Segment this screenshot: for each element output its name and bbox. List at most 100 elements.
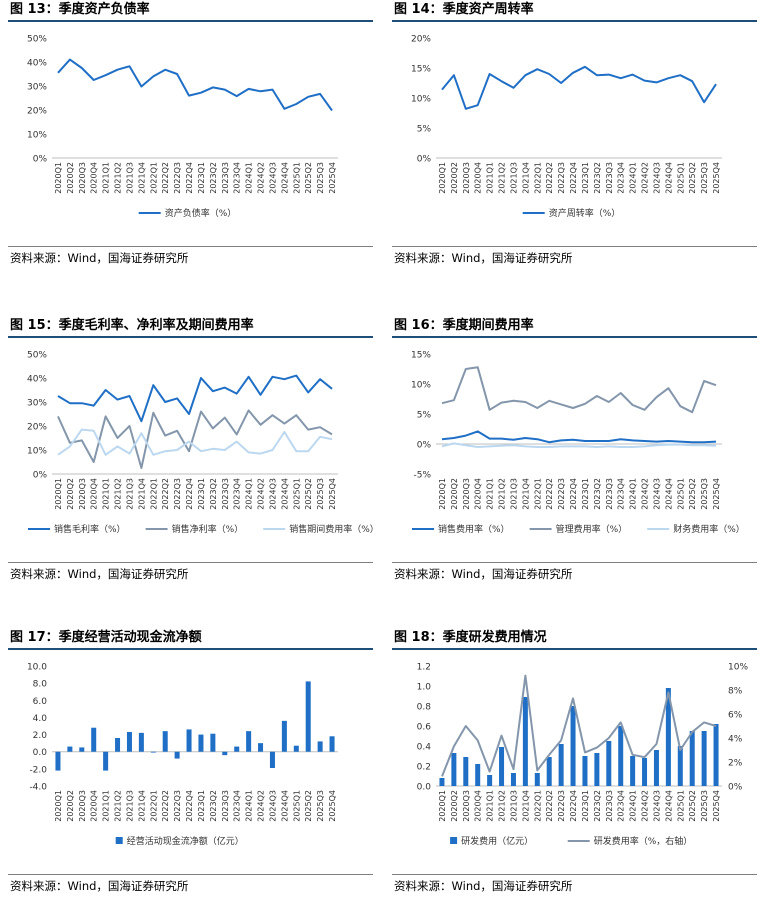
x-tick-label: 2025Q1: [676, 790, 685, 822]
chart-fig15: 0% 10% 20% 30% 40% 50% 2020Q1 2020Q2 2020Q3 2020Q…: [27, 351, 379, 536]
x-tick-label: 2022Q3: [173, 162, 182, 194]
x-tick-label: 2021Q3: [509, 790, 518, 822]
x-tick-label: 2023Q4: [617, 478, 626, 510]
y-tick-label: 0%: [33, 155, 48, 165]
x-tick-label: 2024Q2: [257, 478, 266, 510]
x-tick-label: 2020Q2: [66, 478, 75, 510]
legend-label: 资产负债率（%）: [165, 207, 237, 219]
bar: [534, 773, 540, 786]
x-tick-label: 2024Q3: [652, 478, 661, 510]
legend-label: 资产周转率（%）: [549, 207, 621, 219]
y-tick-label: 5%: [417, 411, 432, 421]
bar: [258, 743, 264, 752]
x-tick-label: 2024Q4: [664, 790, 673, 822]
series-line: [441, 442, 717, 448]
x-tick-label: 2022Q3: [173, 478, 182, 510]
x-tick-label: 2023Q2: [593, 790, 602, 822]
x-tick-label: 2024Q2: [641, 478, 650, 510]
x-tick-label: 2020Q4: [90, 162, 99, 194]
series-line: [441, 65, 717, 110]
source-note: 资料来源：Wind，国海证券研究所: [8, 874, 373, 894]
bar: [210, 733, 216, 752]
x-tick-label: 2020Q3: [462, 162, 471, 194]
bar: [222, 751, 228, 756]
legend-label: 销售净利率（%）: [172, 523, 244, 535]
x-tick-label: 2024Q1: [245, 162, 254, 194]
y-tick-label: -4.0: [29, 783, 47, 793]
x-tick-label: 2023Q1: [581, 790, 590, 822]
x-tick-label: 2024Q3: [652, 162, 661, 194]
source-note: 资料来源：Wind，国海证券研究所: [392, 246, 757, 266]
x-tick-label: 2024Q1: [245, 478, 254, 510]
x-tick-label: 2021Q3: [509, 162, 518, 194]
bar: [174, 751, 180, 759]
source-note: 资料来源：Wind，国海证券研究所: [8, 246, 373, 266]
bar: [329, 736, 335, 752]
chart-title: 图 17：季度经营活动现金流净额: [8, 628, 373, 650]
x-tick-label: 2021Q3: [125, 790, 134, 822]
x-tick-label: 2024Q4: [664, 478, 673, 510]
x-tick-label: 2022Q4: [569, 790, 578, 822]
bar: [317, 741, 323, 752]
bar: [293, 745, 299, 752]
series-line: [441, 430, 717, 444]
x-tick-label: 2021Q4: [137, 478, 146, 510]
y-tick-label: 1.2: [417, 663, 431, 673]
bar: [475, 764, 481, 786]
y-tick-label: 20%: [411, 35, 431, 45]
x-tick-label: 2024Q3: [268, 478, 277, 510]
legend-label: 销售期间费用率（%）: [289, 523, 379, 535]
bar: [546, 757, 552, 786]
x-tick-label: 2020Q2: [66, 790, 75, 822]
bar: [582, 756, 588, 786]
y-tick-label: 10%: [411, 95, 431, 105]
y-tick-label: 10.0: [27, 663, 47, 673]
x-tick-label: 2023Q4: [233, 162, 242, 194]
y-tick-label: 40%: [27, 59, 47, 69]
bar: [451, 753, 457, 786]
x-tick-label: 2020Q1: [438, 162, 447, 194]
x-tick-label: 2025Q2: [688, 162, 697, 194]
x-tick-label: 2025Q3: [316, 162, 325, 194]
chart-title: 图 14：季度资产周转率: [392, 0, 757, 22]
series-line: [57, 58, 333, 112]
x-tick-label: 2023Q3: [221, 790, 230, 822]
y-tick-label: 0.6: [417, 723, 432, 733]
x-tick-label: 2023Q3: [221, 162, 230, 194]
x-tick-label: 2025Q3: [316, 478, 325, 510]
y-tick-label: 0.2: [417, 763, 431, 773]
series-line: [441, 366, 717, 414]
x-tick-label: 2020Q1: [54, 478, 63, 510]
x-tick-label: 2021Q2: [114, 478, 123, 510]
bar: [522, 697, 528, 786]
y-tick-label: 30%: [27, 83, 47, 93]
legend-label: 研发费用率（%，右轴）: [594, 835, 693, 847]
x-tick-label: 2025Q3: [316, 790, 325, 822]
x-tick-label: 2025Q2: [304, 478, 313, 510]
legend-swatch: [450, 837, 458, 844]
x-tick-label: 2025Q2: [304, 162, 313, 194]
bar: [305, 681, 311, 752]
y2-tick-label: 2%: [728, 759, 743, 769]
x-tick-label: 2024Q3: [268, 162, 277, 194]
x-tick-label: 2021Q1: [102, 162, 111, 194]
x-tick-label: 2020Q1: [54, 790, 63, 822]
series-line: [57, 374, 333, 423]
x-tick-label: 2022Q2: [545, 478, 554, 510]
x-tick-label: 2024Q4: [280, 790, 289, 822]
x-tick-label: 2025Q2: [688, 478, 697, 510]
x-tick-label: 2022Q4: [569, 162, 578, 194]
x-tick-label: 2023Q2: [593, 162, 602, 194]
x-tick-label: 2025Q4: [328, 162, 337, 194]
x-tick-label: 2022Q4: [185, 478, 194, 510]
bar: [79, 747, 85, 752]
y-tick-label: 2.0: [33, 731, 48, 741]
x-tick-label: 2022Q3: [173, 790, 182, 822]
x-tick-label: 2021Q4: [137, 790, 146, 822]
x-tick-label: 2021Q1: [486, 162, 495, 194]
x-tick-label: 2020Q4: [90, 478, 99, 510]
y2-tick-label: 4%: [728, 735, 743, 745]
x-tick-label: 2020Q3: [462, 478, 471, 510]
bar: [499, 747, 505, 786]
